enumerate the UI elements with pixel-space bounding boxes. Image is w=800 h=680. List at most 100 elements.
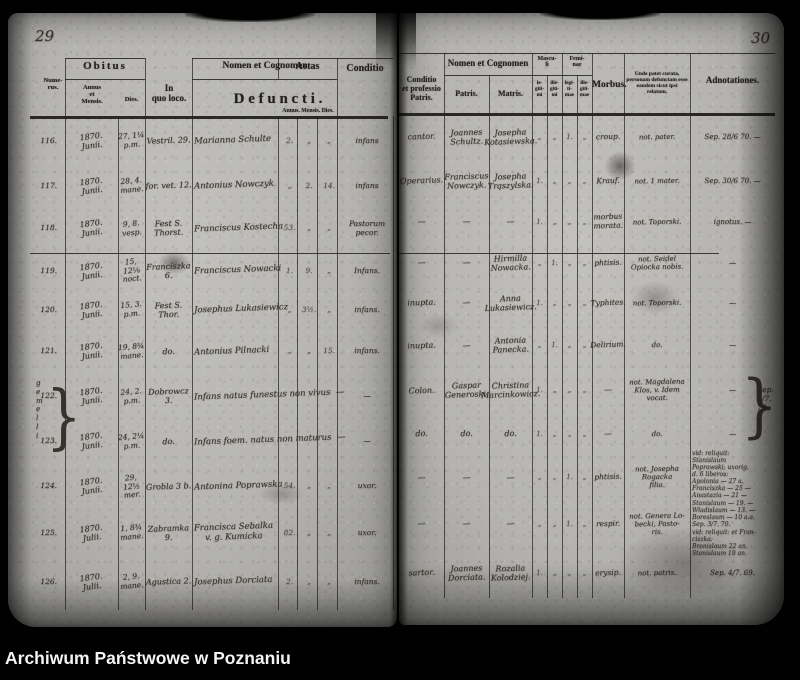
table-row: 116. 1870. Junii. 27, 1¼ p.m. Vestril. 2… (8, 116, 393, 166)
rule-line (690, 53, 691, 113)
aetas-dies: „ (327, 304, 331, 314)
archive-caption: Archiwum Państwowe w Poznaniu (5, 648, 291, 668)
row-numerus: 121. (40, 346, 57, 356)
adnotationes: — (729, 386, 736, 395)
feminae-illegitimae: „ (582, 176, 587, 185)
row-numerus: 119. (40, 265, 57, 275)
adnotationes: ignotus. — (713, 217, 752, 226)
rule-line (532, 53, 533, 113)
masculi-legitimi: 1. (536, 217, 543, 226)
feminae-legitimae: „ (567, 217, 572, 226)
rule-line (399, 113, 775, 116)
page-number-right: 30 (751, 29, 771, 47)
rule-line (592, 53, 593, 113)
feminae-legitimae: „ (567, 176, 572, 185)
table-row: 120. 1870. Junii. 15, 3. p.m. Fest S. Th… (8, 291, 393, 329)
patris-nomen: Joannes Dorciata. (447, 563, 486, 583)
conditio-defuncti: infans. (354, 304, 380, 314)
masculi-illegitimi: „ (552, 473, 557, 482)
rule-line (562, 53, 563, 113)
row-numerus: 124. (40, 481, 57, 491)
header-obitus: Obitus (83, 60, 127, 72)
table-row: Operarius. Franciscus Nowczyk. Josepha T… (399, 161, 775, 201)
feminae-legitimae: „ (567, 341, 572, 350)
rule-line (547, 113, 548, 598)
aetas-mensis: 9. (305, 265, 313, 275)
unde-patet: do. (651, 429, 663, 439)
rule-line (547, 75, 548, 113)
aetas-mensis: 2. (305, 180, 313, 190)
obitus-dies: 1, 8¾ mane. (119, 522, 144, 542)
unde-patet: not. pater. (638, 132, 676, 142)
row-numerus: 126. (40, 576, 57, 586)
table-row: 118. 1870. Junii. 9, 8. vesp. Fest S. Th… (8, 206, 393, 251)
rule-line (118, 116, 119, 610)
morbus: — (604, 428, 612, 438)
in-quo-loco: Agustica 2. (145, 576, 192, 588)
morbus: Krauf. (596, 175, 620, 186)
header-conditio: Conditio (346, 63, 384, 74)
masculi-illegitimi: „ (552, 132, 557, 141)
masculi-legitimi: „ (537, 258, 542, 267)
masculi-illegitimi: „ (552, 217, 557, 226)
header-feminae: Femi- nae (569, 56, 585, 68)
header-aetas: Aetas (295, 61, 320, 72)
header-matris: Matris. (497, 89, 524, 98)
header-masculi-legitimi: le- giti- mi (535, 80, 544, 98)
obitus-annus-mensis: 1870. Junii. (79, 175, 104, 197)
rule-line (444, 75, 532, 76)
header-defuncti: D e f u n c t i . (233, 91, 323, 107)
header-morbus: Morbus. (592, 80, 627, 90)
masculi-legitimi: „ (537, 132, 542, 141)
left-page-rows: 116. 1870. Junii. 27, 1¼ p.m. Vestril. 2… (8, 116, 393, 607)
feminae-illegitimae: „ (582, 132, 587, 141)
table-row: 124. 1870. Junii. 29, 12½ mer. Grobla 3 … (8, 464, 393, 509)
conditio-defuncti: infans (355, 135, 379, 145)
adnotationes: Sep. 30/6 70. — (704, 176, 761, 185)
conditio-defuncti: infans (355, 180, 379, 190)
aetas-annus: „ (287, 180, 292, 190)
rule-line (192, 116, 193, 610)
obitus-dies: 15, 12⅛ noct. (122, 256, 143, 285)
aetas-dies: 14. (323, 180, 335, 190)
rule-line (399, 53, 775, 54)
nomen-defuncti: Marianna Schulte (193, 133, 272, 147)
feminae-legitimae: „ (567, 258, 572, 267)
table-row: 117. 1870. Junii. 28, 4. mane. for. vet.… (8, 166, 393, 206)
masculi-illegitimi: „ (552, 386, 557, 395)
aetas-dies: „ (327, 265, 331, 275)
morbus: respir. (595, 518, 621, 529)
matris-nomen: Josepha Kotasiewska. (483, 127, 538, 147)
morbus: phtisis. (594, 257, 622, 268)
nomen-defuncti: Antonius Pilnacki (193, 344, 270, 358)
in-quo-loco: for. vet. 12. (145, 180, 192, 192)
aetas-annus: „ (287, 304, 292, 314)
rule-line (317, 116, 318, 610)
matris-nomen: — (506, 519, 515, 529)
rule-line (690, 113, 691, 598)
row-numerus: 120. (40, 304, 57, 314)
patris-nomen: — (462, 217, 471, 227)
rule-line (489, 113, 490, 598)
rule-line (65, 58, 66, 116)
unde-patet: not. Josepha Rogacka filia. (634, 465, 679, 490)
header-unde-patet: Unde patet curata, personam defunctam es… (626, 71, 688, 95)
rule-line (30, 253, 390, 254)
rule-line (624, 53, 625, 113)
matris-nomen: Rozalia Kolodziej. (490, 563, 531, 583)
feminae-illegitimae: „ (582, 217, 587, 226)
aetas-mensis: „ (307, 576, 311, 586)
patris-nomen: — (462, 298, 471, 308)
nomen-defuncti: Antonius Nowczyk (193, 178, 275, 192)
rule-line (577, 113, 578, 598)
feminae-legitimae: 1. (566, 473, 573, 482)
obitus-annus-mensis: 1870. Julii. (79, 522, 103, 544)
masculi-illegitimi: 1. (551, 341, 558, 350)
obitus-dies: 24, 2. p.m. (119, 385, 143, 406)
margin-note-gemelli: g e m e l l i (36, 379, 43, 440)
unde-patet: not. Genera Lo- becki, Pasto- ris. (629, 511, 685, 537)
conditio-defuncti: uxor. (357, 527, 377, 537)
in-quo-loco: Fest S. Thorst. (154, 218, 184, 239)
nomen-defuncti: Josephus Lukasiewicz (193, 302, 289, 316)
